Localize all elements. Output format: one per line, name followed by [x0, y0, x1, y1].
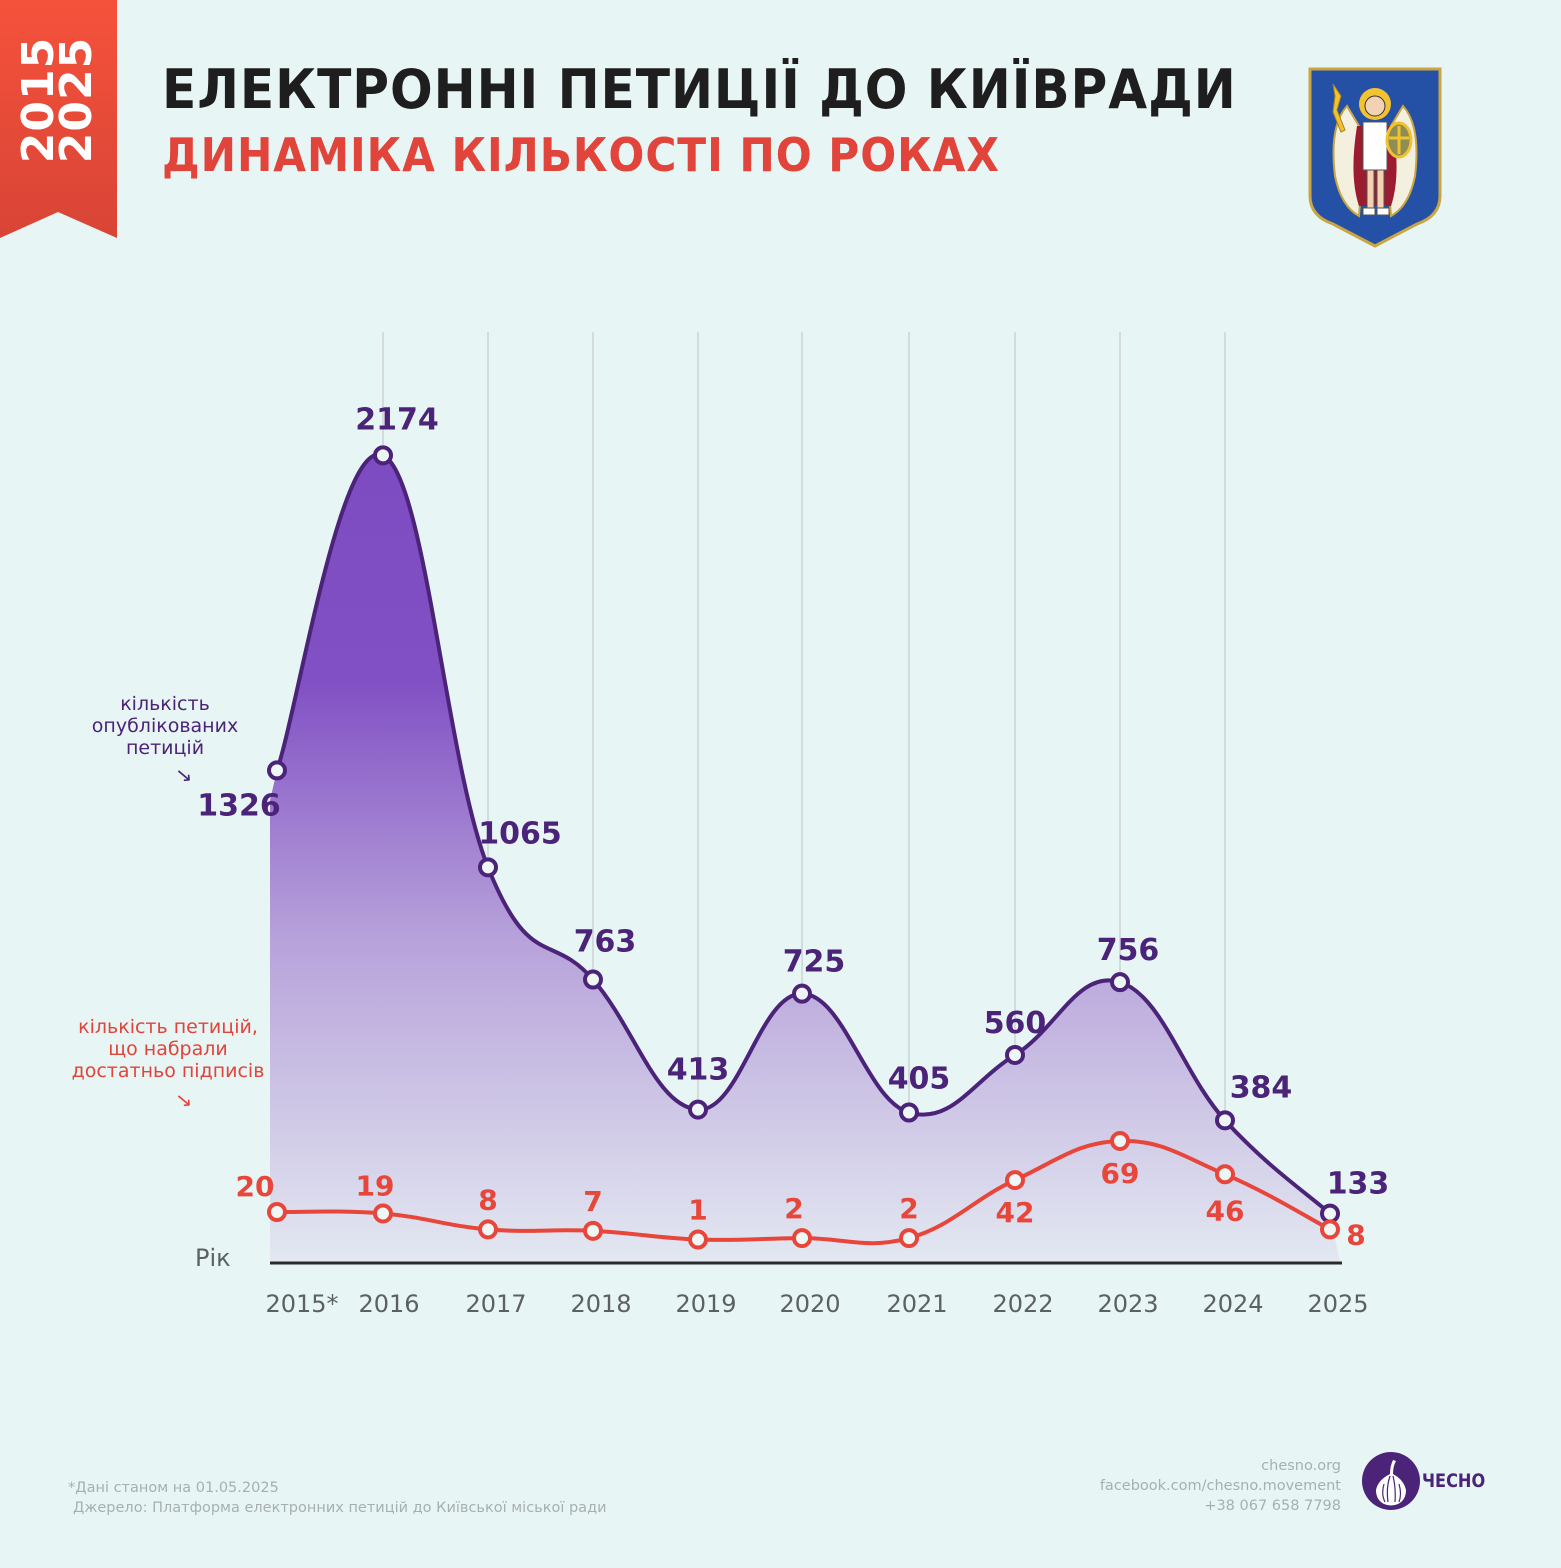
published-area-fill: [270, 454, 1340, 1263]
legend-published-line-3: петицій: [125, 737, 205, 759]
data-date-note: *Дані станом на 01.05.2025: [68, 1480, 279, 1496]
legend-successful-line-1: кількість петицій,: [78, 1016, 258, 1038]
footnote: *Дані станом на 01.05.2025 Джерело: Плат…: [68, 1478, 607, 1518]
published-point: [1110, 972, 1130, 993]
successful-value-label: 20: [236, 1170, 275, 1203]
published-point: [478, 857, 498, 878]
published-point: [1215, 1110, 1235, 1131]
x-tick-label: 2015*: [265, 1290, 338, 1318]
successful-value-label: 2: [784, 1192, 803, 1225]
successful-point: [267, 1202, 287, 1222]
published-value-label: 405: [888, 1062, 951, 1097]
published-value-label: 2174: [355, 402, 439, 437]
successful-value-label: 46: [1206, 1194, 1245, 1227]
published-point: [899, 1102, 919, 1123]
published-point: [267, 760, 287, 781]
published-value-label: 413: [667, 1053, 730, 1088]
x-tick-label: 2018: [570, 1290, 631, 1318]
published-point: [373, 445, 393, 466]
published-point: [1005, 1044, 1025, 1065]
successful-value-label: 8: [478, 1183, 497, 1216]
page-title: ЕЛЕКТРОННІ ПЕТИЦІЇ ДО КИЇВРАДИ: [162, 58, 1237, 121]
published-value-label: 1326: [197, 788, 281, 823]
successful-value-label: 42: [996, 1196, 1035, 1229]
successful-point: [373, 1203, 393, 1224]
published-point: [792, 983, 812, 1004]
legend-published-line-2: опублікованих: [91, 715, 239, 737]
x-tick-label: 2023: [1097, 1290, 1158, 1318]
successful-point: [1005, 1170, 1025, 1191]
successful-point: [478, 1219, 498, 1240]
published-value-label: 725: [783, 945, 846, 980]
successful-value-label: 2: [899, 1192, 918, 1225]
published-value-label: 133: [1327, 1167, 1390, 1202]
successful-point: [1110, 1130, 1130, 1151]
phone-number: +38 067 658 7798: [1204, 1498, 1341, 1514]
published-value-label: 1065: [478, 816, 562, 851]
x-tick-label: 2024: [1202, 1290, 1263, 1318]
brand-name: ЧЕСНО: [1422, 1470, 1486, 1492]
year-range-ribbon: 2015 2025: [0, 0, 117, 240]
contacts: chesno.org facebook.com/chesno.movement …: [1100, 1456, 1341, 1516]
x-tick-label: 2016: [358, 1290, 419, 1318]
legend-published-line-1: кількість: [120, 693, 210, 715]
x-tick-label: 2017: [465, 1290, 526, 1318]
published-value-label: 763: [574, 925, 637, 960]
x-tick-label: 2021: [886, 1290, 947, 1318]
published-value-label: 384: [1230, 1070, 1293, 1105]
successful-point: [1320, 1219, 1340, 1240]
published-point: [1320, 1203, 1340, 1224]
published-point: [688, 1099, 708, 1120]
successful-point: [1215, 1164, 1235, 1185]
x-tick-label: 2022: [992, 1290, 1053, 1318]
x-tick-label: 2025: [1307, 1290, 1368, 1318]
published-point: [583, 969, 603, 990]
successful-point: [583, 1220, 603, 1241]
legend-successful-line-3: достатньо підписів: [71, 1060, 265, 1082]
successful-value-label: 7: [583, 1185, 602, 1218]
successful-value-label: 19: [356, 1169, 395, 1202]
website-link[interactable]: chesno.org: [1261, 1458, 1341, 1474]
garlic-icon: [1362, 1452, 1420, 1514]
page-subtitle: ДИНАМІКА КІЛЬКОСТІ ПО РОКАХ: [162, 128, 1000, 182]
facebook-link[interactable]: facebook.com/chesno.movement: [1099, 1478, 1341, 1494]
successful-point: [792, 1228, 812, 1249]
kyiv-coat-of-arms-icon: [1307, 66, 1443, 252]
legend-successful-line-2: що набрали: [108, 1038, 228, 1060]
data-source: Джерело: Платформа електронних петицій д…: [73, 1500, 607, 1516]
legend-published: кількість опублікованих петицій: [70, 693, 260, 759]
successful-value-label: 8: [1346, 1218, 1365, 1251]
successful-point: [688, 1229, 708, 1250]
successful-value-label: 69: [1101, 1157, 1140, 1190]
successful-point: [899, 1228, 919, 1249]
x-tick-label: 2019: [675, 1290, 736, 1318]
x-tick-label: 2020: [779, 1290, 840, 1318]
x-axis-title: Рік: [195, 1244, 231, 1272]
published-value-label: 560: [984, 1006, 1047, 1041]
successful-value-label: 1: [688, 1194, 707, 1227]
published-value-label: 756: [1097, 933, 1160, 968]
legend-successful: кількість петицій, що набрали достатньо …: [58, 1016, 278, 1082]
